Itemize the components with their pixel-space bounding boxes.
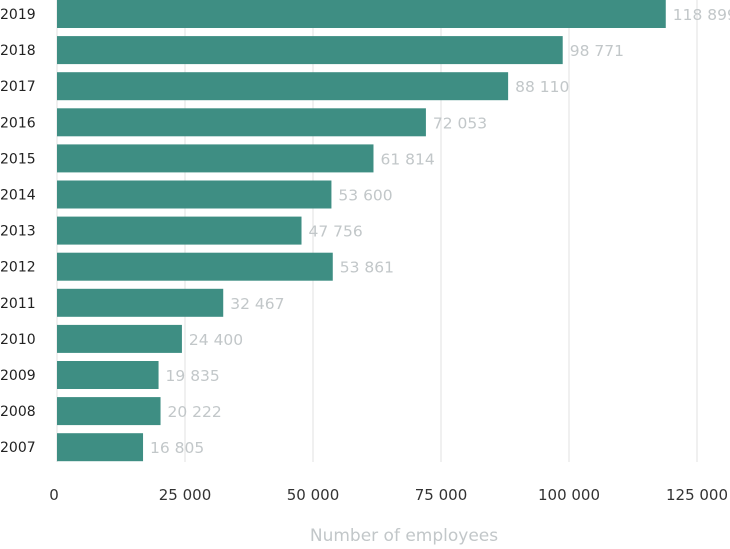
y-category-label: 2014 <box>0 188 36 204</box>
y-category-label: 2013 <box>0 224 36 240</box>
bar <box>57 288 224 317</box>
bar-value-label: 53 861 <box>340 259 394 277</box>
x-tick-label: 75 000 <box>415 486 468 504</box>
bar <box>57 36 563 65</box>
x-axis-title: Number of employees <box>310 526 498 546</box>
bar-value-label: 98 771 <box>570 42 624 60</box>
y-category-label: 2010 <box>0 332 36 348</box>
bar-value-label: 118 899 <box>673 6 730 24</box>
bar <box>57 216 302 245</box>
bar <box>57 72 509 101</box>
y-category-label: 2017 <box>0 79 36 95</box>
y-category-label: 2007 <box>0 440 36 456</box>
x-tick-label: 125 000 <box>666 486 728 504</box>
bar-value-label: 19 835 <box>166 367 220 385</box>
x-axis-ticks: 0 25 000 50 000 75 000 100 000 125 000 <box>49 486 728 504</box>
bar-value-label: 20 222 <box>168 403 222 421</box>
bar <box>57 144 374 173</box>
y-category-label: 2011 <box>0 296 36 312</box>
bar <box>57 397 161 426</box>
bar-value-label: 53 600 <box>338 187 392 205</box>
bar <box>57 108 426 137</box>
x-tick-label: 25 000 <box>159 486 212 504</box>
y-category-label: 2008 <box>0 404 36 420</box>
y-category-label: 2009 <box>0 368 36 384</box>
x-tick-label: 0 <box>49 486 59 504</box>
bar <box>57 361 159 389</box>
x-tick-label: 50 000 <box>287 486 340 504</box>
y-category-label: 2018 <box>0 43 36 59</box>
bar-value-label: 47 756 <box>309 223 363 241</box>
y-category-label: 2019 <box>0 7 36 23</box>
y-category-label: 2012 <box>0 260 36 276</box>
bar-value-label: 32 467 <box>230 295 284 313</box>
bar <box>57 252 333 281</box>
bars <box>57 0 666 462</box>
category-labels: 2019 2018 2017 2016 2015 2014 2013 2012 2011 2010… <box>0 7 36 456</box>
bar <box>57 180 332 209</box>
bar <box>57 0 666 28</box>
y-category-label: 2015 <box>0 151 36 167</box>
bar-value-label: 16 805 <box>150 439 204 457</box>
bar-value-label: 61 814 <box>380 150 434 168</box>
x-tick-label: 100 000 <box>538 486 600 504</box>
bar <box>57 433 144 462</box>
bar-value-label: 88 110 <box>515 78 569 96</box>
y-category-label: 2016 <box>0 115 36 131</box>
bar-value-label: 72 053 <box>433 114 487 132</box>
bar-value-label: 24 400 <box>189 331 243 349</box>
bar <box>57 324 182 353</box>
